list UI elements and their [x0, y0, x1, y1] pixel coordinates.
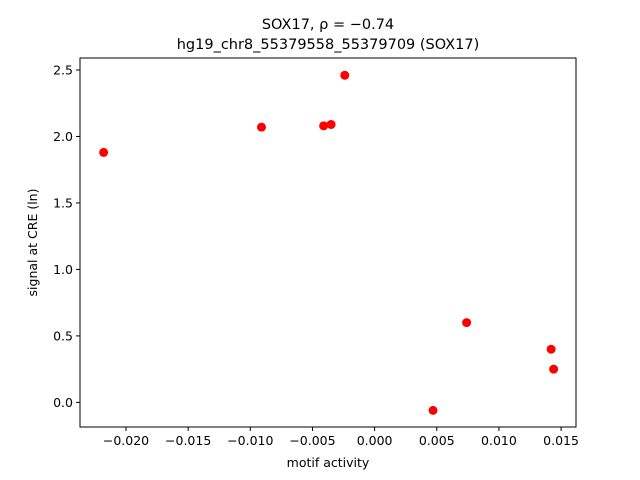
x-tick-label: −0.015: [165, 433, 211, 448]
x-axis-label: motif activity: [287, 455, 370, 470]
data-point: [546, 344, 556, 354]
chart-title: SOX17, ρ = −0.74: [262, 17, 394, 33]
data-point: [340, 70, 350, 80]
data-point: [326, 119, 336, 129]
axis-ticks: −0.020 −0.015 −0.010 −0.005 0.000 0.005 0.010 0…: [53, 62, 579, 448]
plot-frame: [79, 57, 577, 428]
data-point: [428, 405, 438, 415]
y-tick-label: 0.0: [53, 395, 73, 410]
data-point: [549, 364, 559, 374]
y-tick-label: 2.5: [53, 62, 73, 77]
x-tick-label: 0.005: [419, 433, 455, 448]
x-tick-label: −0.010: [227, 433, 273, 448]
y-axis-label: signal at CRE (ln): [25, 189, 40, 297]
chart-subtitle: hg19_chr8_55379558_55379709 (SOX17): [177, 37, 480, 53]
x-tick-label: 0.000: [357, 433, 393, 448]
x-tick-label: 0.015: [543, 433, 579, 448]
data-points: [99, 70, 559, 415]
y-tick-label: 1.5: [53, 195, 73, 210]
y-tick-label: 1.0: [53, 262, 73, 277]
data-point: [99, 147, 109, 157]
data-point: [462, 318, 472, 328]
data-point: [256, 122, 266, 132]
y-tick-label: 0.5: [53, 328, 73, 343]
x-tick-label: −0.005: [289, 433, 335, 448]
y-tick-label: 2.0: [53, 129, 73, 144]
data-point: [319, 121, 329, 131]
x-tick-label: 0.010: [481, 433, 517, 448]
x-tick-label: −0.020: [103, 433, 149, 448]
